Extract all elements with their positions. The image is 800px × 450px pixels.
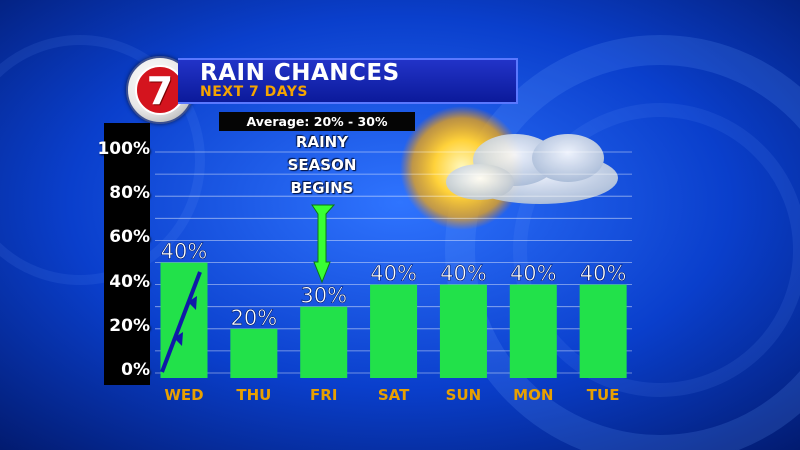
annotation-line-2: SEASON	[287, 156, 357, 174]
x-label-wed: WED	[164, 386, 203, 404]
logo-text: 7	[146, 69, 174, 113]
data-label-thu: 20%	[231, 306, 278, 330]
data-label-sat: 40%	[370, 262, 417, 286]
y-axis-panel	[104, 123, 150, 385]
x-label-sun: SUN	[446, 386, 482, 404]
y-tick-label: 80%	[109, 183, 150, 204]
bar-sat	[370, 284, 418, 378]
x-label-thu: THU	[236, 386, 271, 404]
y-tick-label: 0%	[121, 360, 150, 380]
data-label-sun: 40%	[440, 262, 487, 286]
annotation-arrow-icon	[311, 204, 336, 284]
x-label-fri: FRI	[310, 386, 337, 404]
annotation-line-3: BEGINS	[290, 179, 354, 197]
cold-front-icon	[160, 271, 202, 373]
data-label-fri: 30%	[300, 284, 347, 308]
chart-bars	[160, 262, 627, 378]
x-label-sat: SAT	[378, 386, 410, 404]
chart-title: RAIN CHANCES	[200, 60, 400, 86]
bar-fri	[300, 306, 348, 378]
bar-sun	[439, 284, 487, 378]
y-tick-label: 60%	[109, 227, 150, 248]
chart-x-labels: WED THU FRI SAT SUN MON TUE	[164, 386, 619, 404]
y-tick-label: 20%	[109, 315, 150, 336]
data-label-tue: 40%	[580, 262, 627, 286]
y-tick-label: 100%	[97, 139, 150, 159]
cloud-icon	[446, 134, 618, 204]
y-tick-label: 40%	[109, 271, 150, 292]
bar-mon	[509, 284, 557, 378]
annotation-line-1: RAINY	[295, 133, 349, 151]
x-label-tue: TUE	[587, 386, 620, 404]
title-bar	[178, 58, 518, 104]
average-label: Average: 20% - 30%	[219, 112, 415, 131]
bar-tue	[579, 284, 627, 378]
chart-data-labels: 40% 20% 30% 40% 40% 40% 40%	[160, 239, 627, 330]
x-label-mon: MON	[513, 386, 553, 404]
data-label-wed: 40%	[161, 240, 208, 264]
chart-subtitle: NEXT 7 DAYS	[200, 84, 308, 100]
data-label-mon: 40%	[510, 262, 557, 286]
bar-thu	[230, 328, 278, 378]
